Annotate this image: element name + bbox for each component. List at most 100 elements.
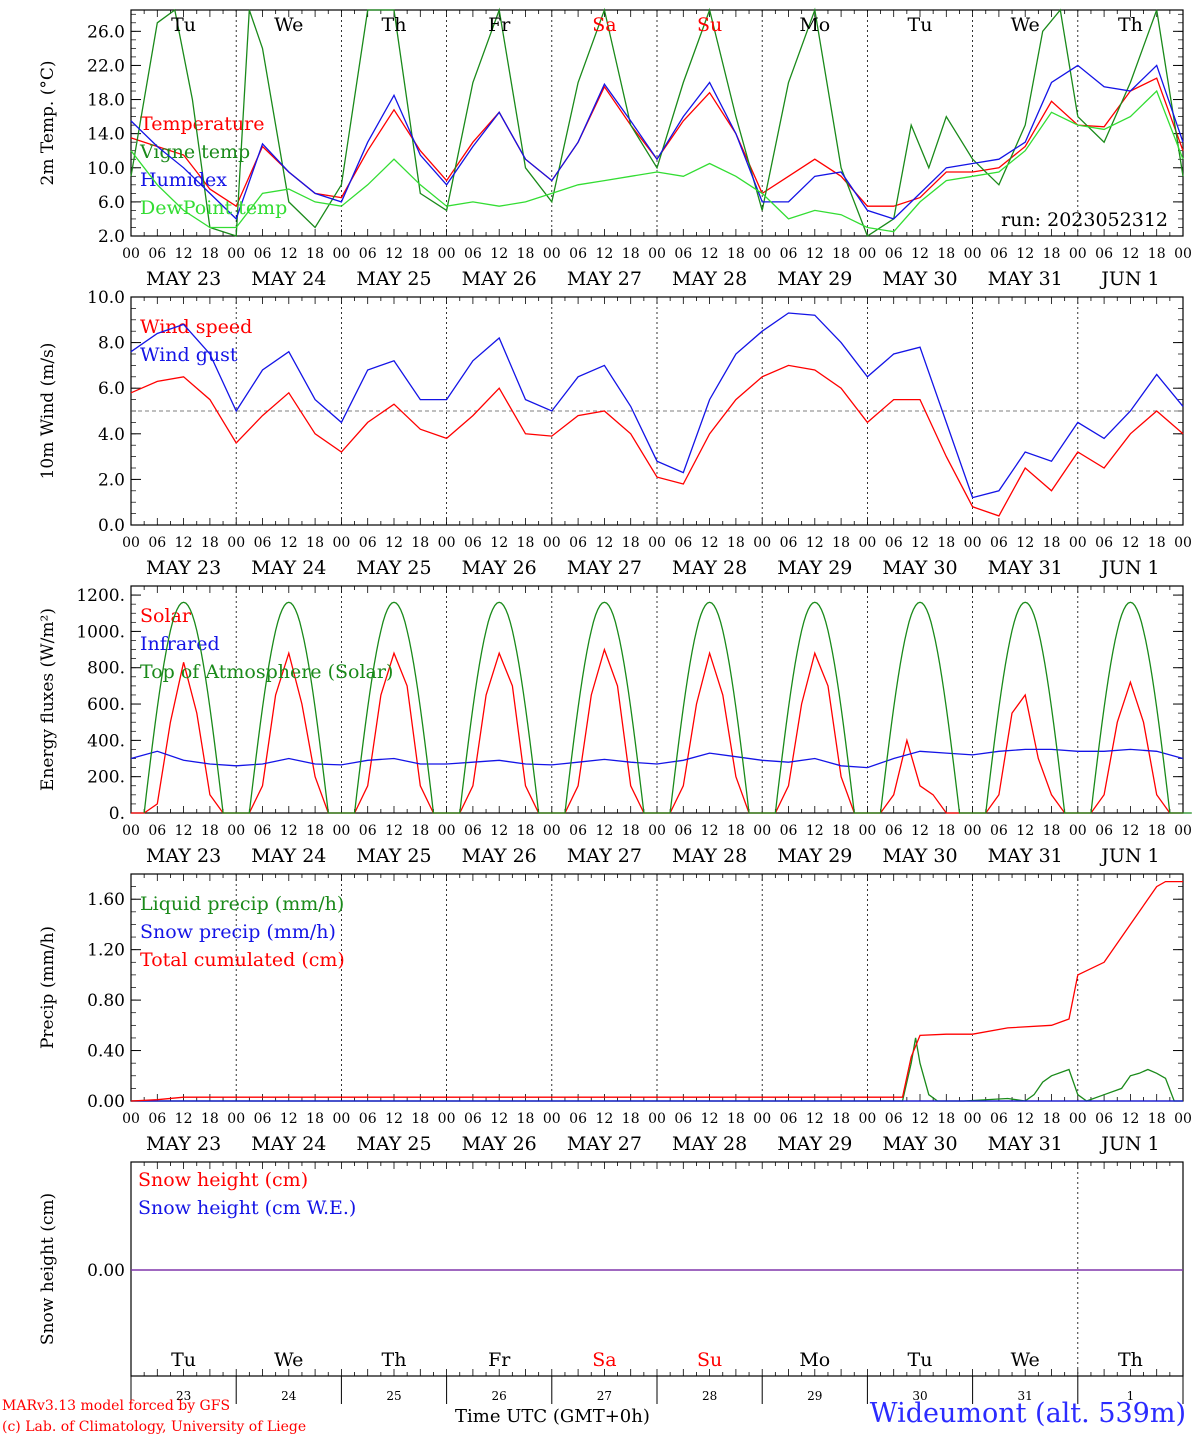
date-label: MAY 23 <box>146 268 221 290</box>
hour-tick-label: 06 <box>254 535 272 551</box>
date-label: MAY 24 <box>251 268 326 290</box>
y-tick-label: 0.00 <box>87 1261 125 1281</box>
date-label: JUN 1 <box>1099 557 1159 579</box>
panel-1: 2.0 6.0 10.0 14.0 18.0 22.0 26.0 2m Temp. (°C) T… <box>38 7 1192 290</box>
y-tick-label: 6.0 <box>98 379 125 399</box>
hour-tick-label: 12 <box>806 535 824 551</box>
hour-tick-label: 06 <box>359 823 377 839</box>
hour-tick-label: 00 <box>1069 1111 1087 1127</box>
date-label: MAY 24 <box>251 1133 326 1155</box>
day-number-label: 27 <box>597 1389 612 1403</box>
legend-entry: Wind speed <box>140 316 252 338</box>
hour-tick-label: 00 <box>438 535 456 551</box>
hour-tick-label: 12 <box>911 246 929 262</box>
day-number-label: 26 <box>492 1389 507 1403</box>
hour-tick-label: 00 <box>122 1111 140 1127</box>
hour-tick-label: 00 <box>438 823 456 839</box>
hour-tick-label: 06 <box>674 246 692 262</box>
y-tick-label: 22.0 <box>87 56 125 76</box>
y-tick-label: 10.0 <box>87 159 125 179</box>
hour-tick-label: 00 <box>543 246 561 262</box>
series-line-3 <box>130 64 1184 221</box>
hour-tick-label: 00 <box>1069 823 1087 839</box>
y-tick-label: 600. <box>87 695 125 715</box>
hour-tick-label: 18 <box>306 246 324 262</box>
legend-entry: Snow height (cm) <box>138 1169 308 1191</box>
hour-tick-label: 18 <box>411 823 429 839</box>
date-label: MAY 23 <box>146 1133 221 1155</box>
weekday-label: Sa <box>592 14 616 36</box>
hour-tick-label: 18 <box>622 535 640 551</box>
hour-tick-label: 12 <box>280 535 298 551</box>
weekday-label: Su <box>697 1349 722 1371</box>
hour-tick-label: 12 <box>280 1111 298 1127</box>
date-label: MAY 30 <box>882 1133 957 1155</box>
hour-tick-label: 18 <box>727 535 745 551</box>
hour-tick-label: 12 <box>595 1111 613 1127</box>
date-label: MAY 24 <box>251 845 326 867</box>
series-line-2 <box>130 312 1184 499</box>
hour-tick-label: 18 <box>727 246 745 262</box>
hour-tick-label: 00 <box>332 1111 350 1127</box>
hour-tick-label: 18 <box>517 823 535 839</box>
hour-tick-label: 00 <box>122 246 140 262</box>
hour-tick-label: 12 <box>1016 823 1034 839</box>
y-tick-label: 2.0 <box>98 227 125 247</box>
series-line-3 <box>130 880 1183 1102</box>
hour-tick-label: 18 <box>1148 1111 1166 1127</box>
hour-tick-label: 12 <box>701 246 719 262</box>
hour-tick-label: 18 <box>1148 823 1166 839</box>
weekday-label: Th <box>1118 1349 1143 1371</box>
weekday-label: We <box>274 1349 303 1371</box>
hour-tick-label: 06 <box>885 1111 903 1127</box>
hour-tick-label: 12 <box>806 1111 824 1127</box>
weekday-label: We <box>274 14 303 36</box>
y-tick-label: 8.0 <box>98 334 125 354</box>
hour-tick-label: 00 <box>753 1111 771 1127</box>
day-number-label: 28 <box>702 1389 717 1403</box>
hour-tick-label: 00 <box>648 1111 666 1127</box>
run-label: run: 2023052312 <box>1001 209 1168 231</box>
hour-tick-label: 06 <box>254 823 272 839</box>
hour-tick-label: 18 <box>1043 246 1061 262</box>
hour-tick-label: 18 <box>201 535 219 551</box>
y-tick-label: 1.60 <box>87 890 125 910</box>
hour-tick-label: 06 <box>254 246 272 262</box>
date-label: MAY 30 <box>882 557 957 579</box>
date-label: MAY 26 <box>462 268 537 290</box>
y-tick-label: 400. <box>87 731 125 751</box>
hour-tick-label: 12 <box>175 246 193 262</box>
y-axis-label: 2m Temp. (°C) <box>38 60 58 185</box>
panel-5: 0.00 Snow height (cm) Snow height (cm) Snow… <box>38 1161 1184 1404</box>
date-label: MAY 29 <box>777 845 852 867</box>
y-tick-label: 0.40 <box>87 1042 125 1062</box>
y-tick-label: 26.0 <box>87 22 125 42</box>
y-tick-label: 0.0 <box>98 516 125 536</box>
hour-tick-label: 18 <box>937 246 955 262</box>
hour-tick-label: 06 <box>464 535 482 551</box>
date-label: MAY 25 <box>356 1133 431 1155</box>
date-label: MAY 31 <box>988 268 1063 290</box>
hour-tick-label: 00 <box>648 823 666 839</box>
hour-tick-label: 18 <box>517 246 535 262</box>
date-label: MAY 26 <box>462 1133 537 1155</box>
hour-tick-label: 12 <box>701 823 719 839</box>
weekday-label: Sa <box>592 1349 616 1371</box>
date-label: MAY 29 <box>777 268 852 290</box>
hour-tick-label: 06 <box>780 535 798 551</box>
hour-tick-label: 12 <box>280 246 298 262</box>
hour-tick-label: 12 <box>1121 246 1139 262</box>
hour-tick-label: 18 <box>517 1111 535 1127</box>
hour-tick-label: 06 <box>885 246 903 262</box>
credit-model: MARv3.13 model forced by GFS <box>2 1398 231 1414</box>
hour-tick-label: 06 <box>885 823 903 839</box>
hour-tick-label: 00 <box>753 246 771 262</box>
hour-tick-label: 00 <box>438 246 456 262</box>
hour-tick-label: 12 <box>911 823 929 839</box>
hour-tick-label: 06 <box>990 246 1008 262</box>
legend-entry: DewPoint temp <box>140 197 287 219</box>
hour-tick-label: 12 <box>280 823 298 839</box>
hour-tick-label: 18 <box>1148 535 1166 551</box>
hour-tick-label: 12 <box>1016 535 1034 551</box>
legend-entry: Liquid precip (mm/h) <box>140 893 344 915</box>
